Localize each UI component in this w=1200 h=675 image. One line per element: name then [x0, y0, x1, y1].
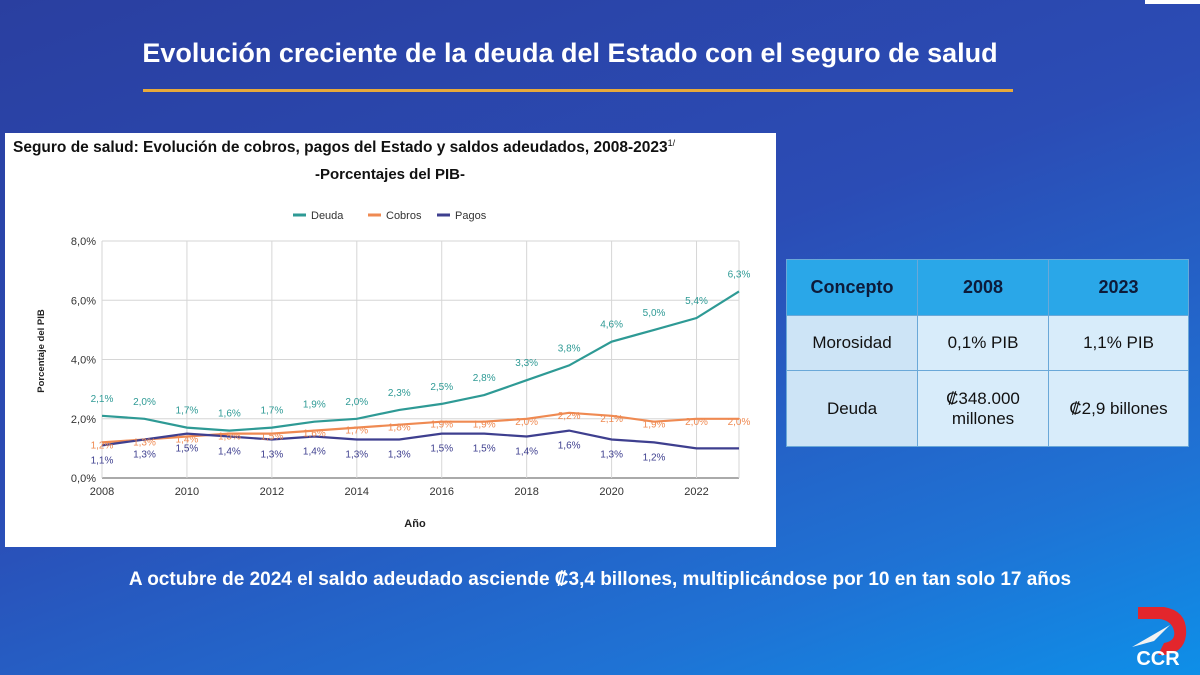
ccr-logo-icon: CCR [1132, 607, 1187, 669]
legend-label: Cobros [386, 210, 422, 222]
table-cell: Morosidad [786, 315, 918, 371]
data-label: 2,1% [600, 414, 623, 425]
data-label: 5,0% [643, 308, 666, 319]
data-label: 1,9% [303, 400, 326, 411]
legend-label: Pagos [455, 210, 487, 222]
data-label: 3,3% [515, 358, 538, 369]
data-label: 1,7% [260, 406, 283, 417]
data-label: 1,3% [345, 449, 368, 460]
data-label: 1,3% [388, 449, 411, 460]
data-label: 2,0% [133, 397, 156, 408]
chart-title-text: Seguro de salud: Evolución de cobros, pa… [13, 139, 668, 156]
data-label: 1,4% [303, 447, 326, 458]
x-axis-label: Año [404, 518, 426, 530]
y-axis-label: Porcentaje del PIB [36, 309, 47, 393]
y-tick-label: 0,0% [71, 473, 96, 485]
chart-series [101, 290, 740, 450]
data-label: 1,3% [600, 449, 623, 460]
bottom-note: A octubre de 2024 el saldo adeudado asci… [128, 569, 1072, 590]
x-tick-label: 2022 [684, 486, 708, 498]
table-cell: ₡348.000 millones [917, 370, 1049, 447]
chart-subtitle: -Porcentajes del PIB- [315, 166, 465, 183]
x-tick-label: 2016 [429, 486, 453, 498]
x-tick-label: 2014 [345, 486, 369, 498]
data-label: 1,5% [218, 432, 241, 443]
data-label: 1,2% [643, 452, 666, 463]
data-label: 1,4% [218, 447, 241, 458]
table-cell: ₡2,9 billones [1048, 370, 1189, 447]
data-label: 1,9% [643, 420, 666, 431]
x-tick-label: 2008 [90, 486, 114, 498]
data-label: 1,3% [260, 449, 283, 460]
table-cell: 1,1% PIB [1048, 315, 1189, 371]
table-header-2023: 2023 [1048, 259, 1189, 316]
series-line-deuda [101, 290, 740, 432]
chart-grid [101, 240, 740, 479]
x-tick-label: 2018 [514, 486, 538, 498]
y-tick-label: 2,0% [71, 414, 96, 426]
data-label: 1,5% [473, 444, 496, 455]
data-label: 2,0% [345, 397, 368, 408]
table-header-2008: 2008 [917, 259, 1049, 316]
title-underline [143, 89, 1013, 92]
top-right-strip [1145, 0, 1200, 4]
data-label: 1,6% [303, 429, 326, 440]
data-label: 2,0% [728, 417, 751, 428]
x-tick-label: 2010 [175, 486, 199, 498]
x-tick-label: 2012 [260, 486, 284, 498]
data-label: 1,8% [388, 423, 411, 434]
table-header-row: Concepto 2008 2023 [786, 259, 1189, 316]
data-label: 2,3% [388, 388, 411, 399]
x-tick-label: 2020 [599, 486, 623, 498]
table-cell: 0,1% PIB [917, 315, 1049, 371]
data-label: 1,5% [176, 444, 199, 455]
data-label: 1,3% [133, 449, 156, 460]
series-line-pagos [101, 429, 739, 450]
data-label: 5,4% [685, 296, 708, 307]
data-label: 1,4% [515, 447, 538, 458]
data-label: 1,6% [218, 409, 241, 420]
data-label: 2,2% [558, 411, 581, 422]
line-chart: Seguro de salud: Evolución de cobros, pa… [13, 138, 751, 530]
data-label: 2,0% [515, 417, 538, 428]
data-label: 2,1% [91, 394, 114, 405]
table-row: Deuda ₡348.000 millones ₡2,9 billones [786, 370, 1189, 447]
y-tick-label: 6,0% [71, 295, 96, 307]
data-label: 1,9% [473, 420, 496, 431]
data-label: 2,5% [430, 382, 453, 393]
chart-title: Seguro de salud: Evolución de cobros, pa… [13, 138, 676, 156]
table-cell: Deuda [786, 370, 918, 447]
chart-data-labels: 2,1% 2,0% 1,7% 1,6% 1,7% 1,9% 2,0% 2,3% 2,5% 2,8%… [91, 269, 751, 466]
data-label: 1,6% [558, 441, 581, 452]
data-label: 1,7% [176, 406, 199, 417]
chart-panel: Seguro de salud: Evolución de cobros, pa… [5, 133, 776, 547]
y-tick-label: 4,0% [71, 355, 96, 367]
data-label: 1,5% [430, 444, 453, 455]
data-label: 1,9% [430, 420, 453, 431]
data-label: 1,4% [176, 435, 199, 446]
data-label: 6,3% [728, 269, 751, 280]
chart-title-superscript: 1/ [668, 138, 676, 148]
concept-table: Concepto 2008 2023 Morosidad 0,1% PIB 1,… [786, 259, 1189, 447]
data-label: 1,3% [133, 437, 156, 448]
logo-text: CCR [1136, 648, 1180, 669]
legend-label: Deuda [311, 210, 344, 222]
data-label: 2,0% [685, 417, 708, 428]
data-label: 2,8% [473, 373, 496, 384]
slide-title: Evolución creciente de la deuda del Esta… [142, 38, 998, 68]
data-label: 3,8% [558, 343, 581, 354]
table-header-concepto: Concepto [786, 259, 918, 316]
data-label: 4,6% [600, 320, 623, 331]
data-label: 1,2% [91, 440, 114, 451]
data-label: 1,1% [91, 455, 114, 466]
data-label: 1,7% [345, 426, 368, 437]
chart-axes: 0,0% 2,0% 4,0% 6,0% 8,0% 2008 2010 2012 2014 2016… [71, 236, 709, 498]
chart-legend: Deuda Cobros Pagos [293, 210, 487, 222]
y-tick-label: 8,0% [71, 236, 96, 248]
data-label: 1,5% [260, 432, 283, 443]
table-row: Morosidad 0,1% PIB 1,1% PIB [786, 315, 1189, 371]
